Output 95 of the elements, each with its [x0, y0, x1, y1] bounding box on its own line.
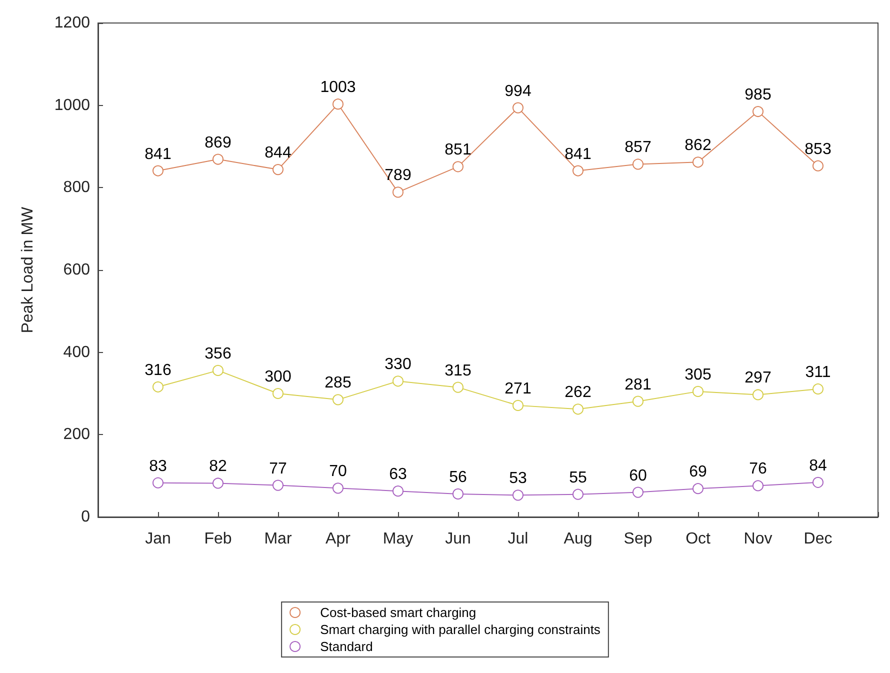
data-label: 844	[264, 144, 292, 162]
y-tick-label: 1000	[54, 96, 90, 114]
x-tick-label: Feb	[204, 530, 232, 548]
point	[152, 477, 164, 488]
point	[572, 165, 584, 176]
data-label: 305	[684, 366, 712, 384]
y-axis-title: Peak Load in MW	[20, 206, 36, 334]
data-label: 300	[264, 368, 292, 386]
x-tick-label: Dec	[804, 530, 832, 548]
data-label: 789	[384, 167, 412, 184]
data-label: 1003	[320, 79, 356, 96]
data-label: 82	[209, 458, 227, 476]
y-tick-label: 200	[63, 426, 90, 444]
point	[752, 480, 764, 492]
y-tick-label: 800	[63, 179, 90, 196]
data-label: 281	[624, 376, 652, 394]
data-label: 851	[444, 142, 472, 159]
point	[812, 476, 824, 488]
data-label: 985	[744, 86, 772, 104]
point	[152, 165, 164, 176]
data-label: 853	[804, 140, 832, 158]
point	[392, 186, 404, 198]
point	[632, 396, 644, 407]
data-label: 262	[564, 384, 592, 402]
point	[692, 386, 704, 397]
point	[332, 98, 344, 110]
point	[332, 394, 344, 406]
x-tick-label: May	[382, 530, 414, 548]
data-label: 83	[149, 458, 167, 475]
data-label: 841	[144, 146, 172, 163]
point	[692, 483, 704, 494]
point	[152, 381, 164, 392]
legend-label: Smart charging with parallel charging constraints	[320, 622, 601, 637]
point	[272, 388, 284, 399]
point	[512, 102, 524, 114]
data-label: 330	[384, 356, 412, 374]
point	[332, 482, 344, 494]
x-tick-label: Apr	[326, 530, 352, 548]
point	[632, 158, 644, 170]
x-tick-label: Aug	[564, 530, 592, 548]
data-label: 60	[629, 467, 647, 484]
data-label: 53	[509, 470, 527, 488]
data-label: 297	[744, 370, 772, 387]
point	[212, 364, 224, 376]
data-label: 857	[624, 139, 652, 156]
data-label: 869	[204, 134, 232, 152]
x-tick-label: Oct	[686, 530, 711, 548]
point	[512, 400, 524, 411]
data-label: 862	[684, 137, 712, 154]
x-tick-label: Sep	[624, 530, 652, 548]
point	[212, 154, 224, 165]
y-tick-label: 0	[81, 508, 90, 526]
point	[272, 480, 284, 491]
legend-label: Cost-based smart charging	[320, 605, 476, 620]
data-label: 841	[564, 146, 592, 163]
data-label: 994	[504, 82, 532, 100]
point	[452, 382, 464, 393]
point	[632, 486, 644, 498]
point	[812, 160, 824, 172]
data-label: 76	[749, 460, 767, 478]
data-label: 316	[144, 362, 172, 379]
point	[392, 486, 404, 497]
y-tick-label: 400	[63, 344, 90, 361]
point	[452, 488, 464, 500]
legend-label: Standard	[320, 639, 373, 654]
point	[212, 478, 224, 489]
point	[272, 164, 284, 176]
y-tick-label: 1200	[54, 14, 90, 32]
data-label: 69	[689, 464, 707, 481]
point	[752, 106, 764, 118]
point	[692, 156, 704, 168]
x-tick-label: Jan	[145, 530, 171, 548]
data-label: 285	[324, 374, 352, 392]
data-label: 63	[389, 466, 407, 484]
x-tick-label: Jul	[508, 530, 528, 548]
point	[392, 376, 404, 387]
x-tick-label: Mar	[264, 530, 292, 548]
point	[572, 488, 584, 500]
y-tick-label: 600	[63, 262, 90, 278]
data-label: 315	[444, 362, 472, 380]
data-label: 356	[204, 345, 232, 362]
data-label: 55	[569, 469, 587, 486]
data-label: 56	[449, 468, 467, 486]
data-label: 271	[504, 380, 532, 398]
point	[572, 404, 584, 415]
point	[752, 389, 764, 400]
data-label: 70	[329, 463, 347, 480]
data-label: 84	[809, 457, 827, 474]
x-tick-label: Nov	[744, 530, 772, 548]
data-label: 311	[805, 364, 831, 381]
data-label: 77	[269, 460, 287, 478]
point	[452, 161, 464, 172]
x-tick-label: Jun	[445, 530, 471, 548]
point	[512, 490, 524, 501]
point	[812, 383, 824, 394]
